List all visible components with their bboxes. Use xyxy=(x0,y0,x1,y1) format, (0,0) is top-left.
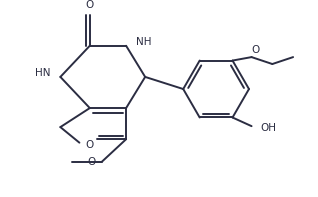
Text: O: O xyxy=(251,45,259,55)
Text: NH: NH xyxy=(136,37,151,47)
Text: O: O xyxy=(86,140,94,151)
Text: O: O xyxy=(87,157,96,167)
Text: OH: OH xyxy=(260,123,276,133)
Text: HN: HN xyxy=(35,68,51,78)
Text: O: O xyxy=(86,0,94,10)
